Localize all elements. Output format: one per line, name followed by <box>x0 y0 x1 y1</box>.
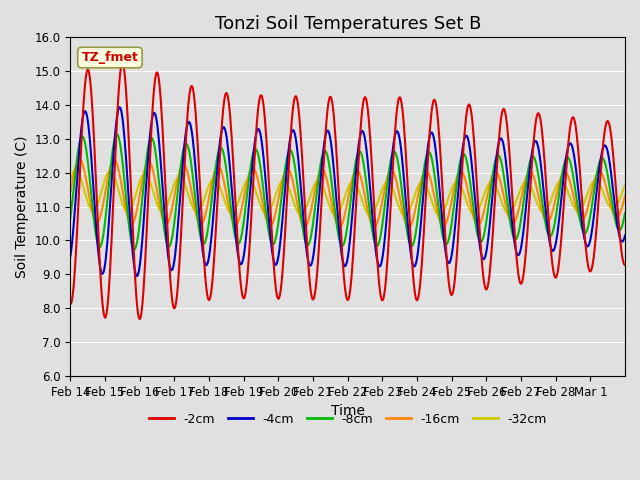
-16cm <box>234 219 242 225</box>
-16cm <box>405 225 413 230</box>
-2cm <box>406 230 414 236</box>
-16cm <box>262 214 269 220</box>
Line: -16cm: -16cm <box>70 159 625 228</box>
-4cm <box>67 253 74 259</box>
-2cm <box>284 190 291 195</box>
-8cm <box>406 242 414 248</box>
-32cm <box>262 211 269 216</box>
-32cm <box>401 213 409 218</box>
-4cm <box>621 233 629 239</box>
Title: Tonzi Soil Temperatures Set B: Tonzi Soil Temperatures Set B <box>214 15 481 33</box>
-4cm <box>262 187 270 192</box>
-16cm <box>67 189 74 195</box>
-8cm <box>67 215 74 221</box>
Line: -8cm: -8cm <box>70 134 625 250</box>
-4cm <box>235 257 243 263</box>
-8cm <box>133 240 141 246</box>
Line: -32cm: -32cm <box>70 171 625 216</box>
-2cm <box>438 167 445 172</box>
-16cm <box>76 156 84 162</box>
-8cm <box>621 210 629 216</box>
-8cm <box>438 225 445 231</box>
-16cm <box>621 193 629 199</box>
-8cm <box>262 212 270 218</box>
-8cm <box>284 154 291 159</box>
-2cm <box>621 262 629 268</box>
-16cm <box>283 166 291 172</box>
-32cm <box>621 182 629 188</box>
-2cm <box>132 292 140 298</box>
-32cm <box>132 190 140 195</box>
-4cm <box>132 273 140 278</box>
-8cm <box>113 132 120 137</box>
Y-axis label: Soil Temperature (C): Soil Temperature (C) <box>15 135 29 278</box>
-16cm <box>132 210 140 216</box>
-2cm <box>118 60 126 66</box>
Line: -2cm: -2cm <box>70 63 625 319</box>
-32cm <box>234 200 242 205</box>
-4cm <box>284 159 291 165</box>
-2cm <box>235 259 243 264</box>
-8cm <box>130 247 138 252</box>
-16cm <box>438 222 445 228</box>
-32cm <box>406 205 414 211</box>
Legend: -2cm, -4cm, -8cm, -16cm, -32cm: -2cm, -4cm, -8cm, -16cm, -32cm <box>143 408 552 431</box>
X-axis label: Time: Time <box>331 404 365 418</box>
-4cm <box>116 104 124 110</box>
-32cm <box>72 168 79 174</box>
-4cm <box>133 273 141 279</box>
-2cm <box>136 316 143 322</box>
-4cm <box>438 208 445 214</box>
Line: -4cm: -4cm <box>70 107 625 276</box>
-8cm <box>235 240 243 246</box>
-32cm <box>438 212 445 217</box>
-32cm <box>283 180 291 186</box>
-2cm <box>262 136 270 142</box>
-32cm <box>67 176 74 181</box>
-4cm <box>406 246 414 252</box>
-2cm <box>67 301 74 307</box>
-16cm <box>406 224 414 229</box>
Text: TZ_fmet: TZ_fmet <box>81 51 138 64</box>
